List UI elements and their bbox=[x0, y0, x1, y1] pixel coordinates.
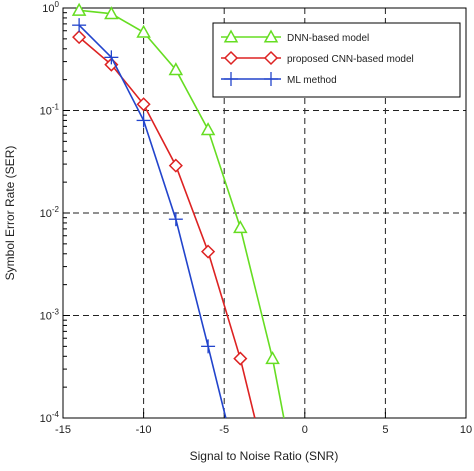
legend-label: ML method bbox=[287, 75, 337, 86]
legend: DNN-based model proposed CNN-based model M… bbox=[212, 22, 461, 98]
x-tick-label: -5 bbox=[219, 424, 229, 436]
y-tick-label: 10-3 bbox=[40, 308, 60, 323]
x-tick-label: 10 bbox=[460, 424, 472, 436]
x-tick-label: 5 bbox=[382, 424, 388, 436]
data-point bbox=[233, 220, 248, 234]
data-point bbox=[71, 2, 87, 16]
legend-marker bbox=[223, 50, 239, 66]
series-2 bbox=[72, 18, 227, 419]
series-1 bbox=[72, 30, 256, 419]
data-point bbox=[168, 62, 184, 76]
y-tick-label: 10-1 bbox=[40, 103, 60, 118]
axis-layer: -15 -10 -5 0 5 10 100 10-1 10-2 10-3 10-4 bbox=[40, 0, 473, 436]
x-tick-label: 0 bbox=[302, 424, 308, 436]
data-point bbox=[200, 122, 216, 136]
data-point bbox=[72, 30, 87, 45]
data-point bbox=[136, 113, 151, 128]
series-layer bbox=[71, 2, 285, 419]
data-point bbox=[265, 351, 280, 365]
legend-marker bbox=[223, 29, 239, 43]
data-point bbox=[201, 244, 216, 259]
legend-label: proposed CNN-based model bbox=[287, 54, 414, 65]
x-axis-title: Signal to Noise Ratio (SNR) bbox=[190, 449, 339, 463]
data-point bbox=[136, 24, 151, 38]
y-axis-title: Symbol Error Rate (SER) bbox=[3, 146, 17, 281]
data-point bbox=[104, 50, 119, 65]
legend-label: DNN-based model bbox=[287, 33, 369, 44]
legend-entry: DNN-based model bbox=[221, 29, 369, 44]
legend-marker bbox=[224, 72, 238, 86]
y-tick-label: 10-2 bbox=[40, 205, 60, 220]
data-point bbox=[168, 158, 183, 173]
data-point bbox=[201, 339, 216, 354]
series-line bbox=[78, 24, 227, 419]
legend-box bbox=[212, 22, 461, 98]
legend-marker bbox=[264, 72, 278, 86]
data-point bbox=[168, 212, 183, 227]
data-point bbox=[233, 351, 248, 366]
y-tick-label: 100 bbox=[42, 0, 59, 15]
data-point bbox=[104, 6, 119, 20]
legend-marker bbox=[263, 29, 279, 43]
grid-layer bbox=[63, 8, 466, 418]
x-tick-label: -10 bbox=[136, 424, 152, 436]
legend-entry: ML method bbox=[221, 72, 337, 86]
y-tick-label: 10-4 bbox=[40, 410, 60, 425]
legend-marker bbox=[263, 50, 279, 66]
data-point bbox=[136, 97, 151, 112]
x-tick-label: -15 bbox=[55, 424, 71, 436]
data-point bbox=[104, 57, 119, 72]
data-point bbox=[72, 18, 87, 33]
series-0 bbox=[71, 2, 285, 419]
legend-entry: proposed CNN-based model bbox=[221, 50, 414, 66]
